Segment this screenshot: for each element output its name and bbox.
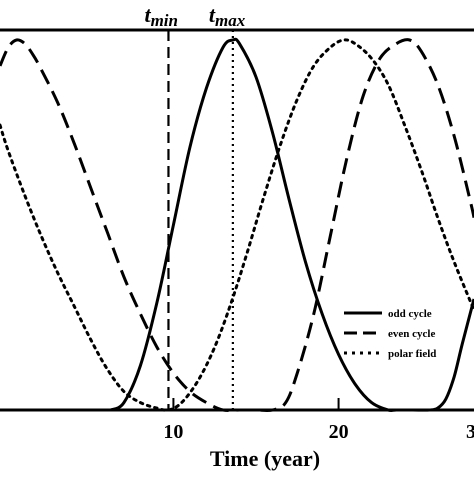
x-tick-label: 20 [329,421,349,443]
series-line-polar-field [0,38,474,412]
legend-label-even-cycle: even cycle [388,328,435,340]
legend-label-polar-field: polar field [388,348,436,360]
legend-item-polar-field: polar field [344,348,436,360]
legend-item-odd-cycle: odd cycle [344,308,432,320]
x-axis-title: Time (year) [210,446,320,471]
legend: odd cycle even cycle polar field [344,308,436,360]
markers: tmin tmax [144,2,246,410]
series-line-odd-cycle [109,37,474,413]
legend-item-even-cycle: even cycle [344,328,435,340]
x-axis: 10 20 3 [163,398,474,443]
series-line-even-cycle [0,38,474,413]
marker-label-t-max: tmax [209,2,246,30]
legend-label-odd-cycle: odd cycle [388,308,432,320]
series [0,37,474,413]
marker-label-t-min: tmin [144,2,178,30]
x-tick-label-edge: 3 [466,421,474,443]
x-tick-label: 10 [163,421,183,443]
